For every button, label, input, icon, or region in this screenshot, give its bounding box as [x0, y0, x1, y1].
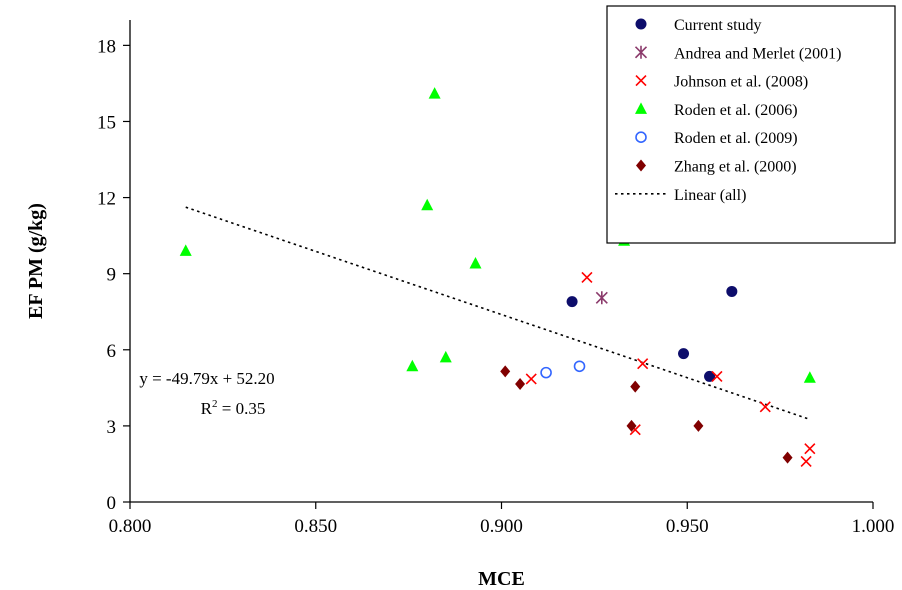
legend-symbol	[634, 45, 648, 59]
trend-equation: y = -49.79x + 52.20	[139, 369, 274, 388]
data-point	[179, 244, 192, 256]
legend: Current study Andrea and Merlet (2001) Joh…	[606, 5, 896, 244]
legend-label: Zhang et al. (2000)	[674, 159, 797, 176]
r2-superscript: 2	[212, 398, 218, 410]
data-point	[782, 451, 793, 464]
legend-symbol	[635, 102, 647, 114]
data-point	[540, 366, 552, 379]
data-point	[428, 87, 441, 99]
data-point	[421, 198, 434, 211]
legend-label: Roden et al. (2009)	[674, 130, 798, 147]
data-point	[626, 419, 637, 432]
x-axis-title: MCE	[478, 568, 525, 590]
data-point	[439, 350, 452, 363]
legend-symbol	[635, 75, 647, 87]
series-5	[500, 365, 793, 464]
linear-trendline	[185, 206, 811, 421]
data-point	[726, 285, 738, 297]
data-point	[800, 455, 812, 467]
y-tick-label: 3	[107, 417, 117, 438]
legend-symbol	[635, 131, 647, 143]
series-4	[540, 360, 586, 379]
legend-label: Current study	[674, 17, 762, 34]
y-axis-title: EF PM (g/kg)	[25, 203, 47, 319]
y-tick-label: 9	[107, 265, 117, 286]
data-point	[711, 370, 723, 382]
x-tick-label: 0.850	[294, 516, 337, 537]
data-points	[179, 87, 816, 467]
y-tick-label: 18	[97, 36, 116, 57]
data-point	[804, 443, 816, 455]
data-point	[637, 358, 649, 370]
x-tick-label: 0.800	[109, 516, 152, 537]
series-2	[525, 271, 816, 467]
y-tick-label: 15	[97, 112, 116, 133]
trend-r-squared: R2 = 0.35	[201, 398, 266, 418]
data-point	[573, 360, 586, 373]
data-point	[515, 378, 526, 391]
legend-label: Linear (all)	[674, 187, 746, 204]
r2-suffix: = 0.35	[218, 399, 266, 418]
data-point	[678, 348, 690, 360]
x-tick-label: 1.000	[852, 516, 895, 537]
series-1	[595, 291, 608, 305]
y-tick-label: 6	[107, 341, 117, 362]
legend-box	[606, 5, 896, 244]
y-tick-label: 0	[107, 493, 117, 514]
legend-label: Roden et al. (2006)	[674, 102, 798, 119]
data-point	[500, 365, 511, 378]
r2-prefix: R	[201, 399, 213, 418]
axis-ticks: 0.800 0.850 0.900 0.950 1.000 0 3 6 9 12 15 18	[97, 36, 894, 537]
data-point	[803, 371, 816, 383]
data-point	[406, 359, 419, 372]
data-point	[581, 271, 593, 284]
legend-label: Andrea and Merlet (2001)	[674, 45, 842, 62]
y-tick-label: 12	[97, 189, 116, 210]
x-tick-label: 0.950	[666, 516, 709, 537]
legend-symbol	[636, 159, 646, 172]
legend-label: Johnson et al. (2008)	[674, 74, 808, 91]
data-point	[759, 401, 771, 413]
data-point	[469, 257, 482, 269]
data-point	[704, 370, 716, 382]
data-point	[525, 373, 537, 385]
data-point	[630, 380, 641, 393]
data-point	[595, 291, 608, 305]
data-point	[566, 296, 578, 308]
legend-symbol	[635, 18, 647, 30]
trendline	[185, 206, 811, 421]
series-0	[566, 285, 738, 382]
data-point	[693, 419, 704, 432]
x-tick-label: 0.900	[480, 516, 523, 537]
